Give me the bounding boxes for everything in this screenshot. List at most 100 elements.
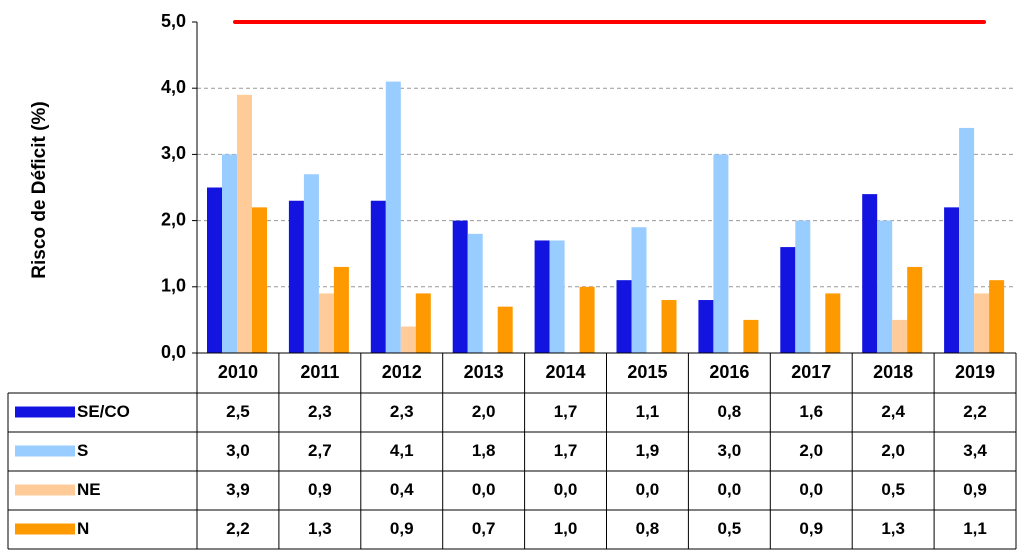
y-tick-label: 2,0: [161, 209, 186, 229]
bar: [907, 266, 923, 353]
table-value: 0,0: [799, 480, 823, 499]
legend-swatch: [15, 523, 75, 535]
bar: [631, 227, 647, 353]
table-value: 0,0: [554, 480, 578, 499]
legend-label: NE: [77, 480, 101, 499]
bar: [222, 154, 237, 353]
legend-label: SE/CO: [77, 402, 130, 421]
x-tick-label: 2010: [218, 362, 258, 382]
bar: [318, 293, 334, 353]
x-tick-label: 2014: [546, 362, 586, 382]
table-value: 2,3: [390, 402, 414, 421]
x-tick-label: 2013: [464, 362, 504, 382]
bar: [959, 127, 975, 353]
legend-label: S: [77, 441, 88, 460]
table-value: 2,4: [881, 402, 905, 421]
bar: [207, 187, 222, 353]
y-tick-label: 0,0: [161, 342, 186, 362]
bar: [452, 220, 468, 353]
bar: [497, 306, 513, 353]
bar: [780, 247, 796, 353]
legend-swatch: [15, 445, 75, 457]
bar: [661, 300, 677, 353]
bar: [989, 280, 1005, 353]
table-value: 1,1: [636, 402, 660, 421]
x-tick-label: 2018: [873, 362, 913, 382]
bar: [892, 319, 908, 353]
bar: [795, 220, 811, 353]
table-value: 1,7: [554, 441, 578, 460]
y-tick-label: 5,0: [161, 11, 186, 31]
table-value: 3,9: [226, 480, 250, 499]
table-value: 1,8: [472, 441, 496, 460]
bar: [743, 319, 759, 353]
bar: [825, 293, 841, 353]
table-value: 0,5: [881, 480, 905, 499]
table-value: 0,0: [472, 480, 496, 499]
bar: [237, 94, 252, 353]
bar: [385, 81, 401, 353]
bar: [713, 154, 729, 353]
bar: [877, 220, 893, 353]
table-value: 0,8: [718, 402, 742, 421]
table-value: 1,9: [636, 441, 660, 460]
x-tick-label: 2012: [382, 362, 422, 382]
table-value: 2,0: [799, 441, 823, 460]
x-tick-label: 2011: [300, 362, 339, 382]
table-value: 2,0: [472, 402, 496, 421]
table-value: 4,1: [390, 441, 414, 460]
table-value: 0,9: [963, 480, 987, 499]
legend-swatch: [15, 406, 75, 418]
y-tick-label: 3,0: [161, 143, 186, 163]
x-tick-label: 2019: [955, 362, 995, 382]
bar: [467, 233, 483, 353]
table-value: 3,0: [226, 441, 250, 460]
y-axis-title: Risco de Déficit (%): [29, 101, 50, 278]
legend-label: N: [77, 519, 89, 538]
table-value: 0,8: [636, 519, 660, 538]
table-value: 0,9: [390, 519, 414, 538]
bar: [534, 240, 550, 353]
y-tick-label: 1,0: [161, 276, 186, 296]
table-value: 2,0: [881, 441, 905, 460]
bar: [616, 280, 632, 353]
bar: [400, 326, 416, 353]
table-value: 1,6: [799, 402, 823, 421]
table-value: 1,1: [963, 519, 987, 538]
bar: [333, 266, 349, 353]
table-value: 1,0: [554, 519, 578, 538]
bar: [944, 207, 960, 353]
table-value: 3,0: [718, 441, 742, 460]
table-value: 2,5: [226, 402, 250, 421]
table-value: 0,7: [472, 519, 496, 538]
table-value: 0,9: [308, 480, 332, 499]
bar: [303, 174, 319, 353]
table-value: 1,3: [308, 519, 332, 538]
table-value: 2,3: [308, 402, 332, 421]
table-value: 0,5: [718, 519, 742, 538]
table-value: 0,9: [799, 519, 823, 538]
bar: [974, 293, 990, 353]
legend-swatch: [15, 484, 75, 496]
bar: [862, 194, 878, 353]
table-value: 0,4: [390, 480, 414, 499]
bar: [370, 200, 386, 353]
table-value: 1,3: [881, 519, 905, 538]
bar: [579, 286, 595, 353]
bar: [549, 240, 565, 353]
x-tick-label: 2017: [791, 362, 831, 382]
bar: [415, 293, 431, 353]
x-tick-label: 2016: [709, 362, 749, 382]
x-tick-label: 2015: [627, 362, 667, 382]
bar: [252, 207, 267, 353]
table-value: 2,2: [226, 519, 250, 538]
table-value: 0,0: [718, 480, 742, 499]
table-value: 1,7: [554, 402, 578, 421]
bar: [698, 300, 714, 353]
table-value: 2,2: [963, 402, 987, 421]
table-value: 3,4: [963, 441, 987, 460]
table-value: 0,0: [636, 480, 660, 499]
table-value: 2,7: [308, 441, 332, 460]
y-tick-label: 4,0: [161, 77, 186, 97]
